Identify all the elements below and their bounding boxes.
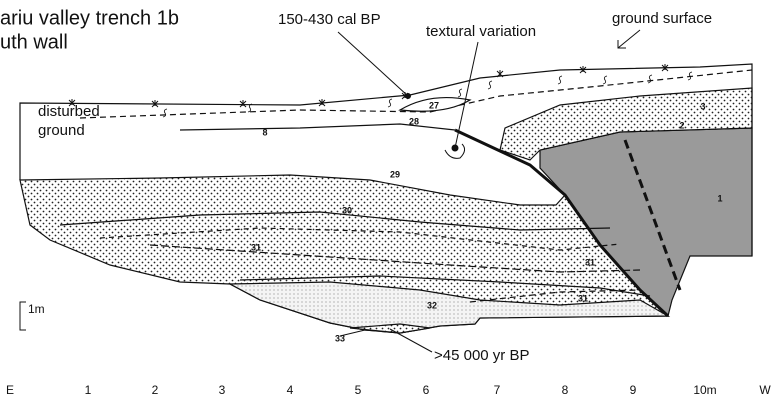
unit-label: 31 [585, 257, 595, 267]
soil-symbol [603, 76, 607, 84]
unit-label: 30 [342, 205, 352, 215]
unit-label: 28 [409, 116, 419, 126]
axis-label: 7 [494, 383, 501, 397]
axis-label: 3 [219, 383, 226, 397]
soil-symbol [163, 109, 167, 117]
axis-label: 5 [355, 383, 362, 397]
surface-star [240, 100, 246, 107]
unit-label: 29 [390, 169, 400, 179]
unit-label: 3 [700, 101, 705, 111]
sample-point [452, 145, 458, 151]
title: uth wall [0, 31, 68, 53]
trench-body [20, 64, 752, 333]
annotation: ground surface [612, 10, 712, 27]
annotation: textural variation [426, 23, 536, 40]
leader [390, 329, 432, 352]
trench-diagram: ariu valley trench 1b uth wall 150-430 c… [0, 0, 776, 403]
axis-label: W [759, 383, 771, 397]
axis-label: 4 [287, 383, 294, 397]
unit-label: 31 [251, 242, 261, 252]
leader [338, 32, 408, 96]
surface-star [497, 70, 503, 77]
unit-label: 32 [427, 300, 437, 310]
unit-label: 2 [679, 120, 684, 130]
unit-label: 27 [429, 100, 439, 110]
soil-symbol [488, 81, 492, 89]
annotation: 150-430 cal BP [278, 11, 381, 28]
axis-label: 6 [423, 383, 430, 397]
annotation: disturbed [38, 103, 100, 120]
axis-label: 8 [562, 383, 569, 397]
leader [455, 42, 478, 148]
arrow [618, 30, 640, 48]
scale-label: 1m [28, 302, 45, 316]
annotation: >45 000 yr BP [434, 347, 529, 364]
axis-label: 9 [630, 383, 637, 397]
axis-label: 2 [152, 383, 159, 397]
axis-label: 1 [85, 383, 92, 397]
soil-symbol [458, 89, 462, 97]
soil-symbol [648, 75, 652, 83]
unit-label: 33 [335, 333, 345, 343]
soil-symbol [558, 76, 562, 84]
scale-bar [20, 302, 26, 330]
soil-symbol [388, 99, 392, 107]
title: ariu valley trench 1b [0, 7, 179, 29]
axis-label: E [6, 383, 14, 397]
annotation: ground [38, 122, 85, 139]
unit-label: 8 [262, 127, 267, 137]
axis-label: 10m [693, 383, 716, 397]
unit-label: 31 [578, 293, 588, 303]
unit-label: 1 [717, 193, 722, 203]
